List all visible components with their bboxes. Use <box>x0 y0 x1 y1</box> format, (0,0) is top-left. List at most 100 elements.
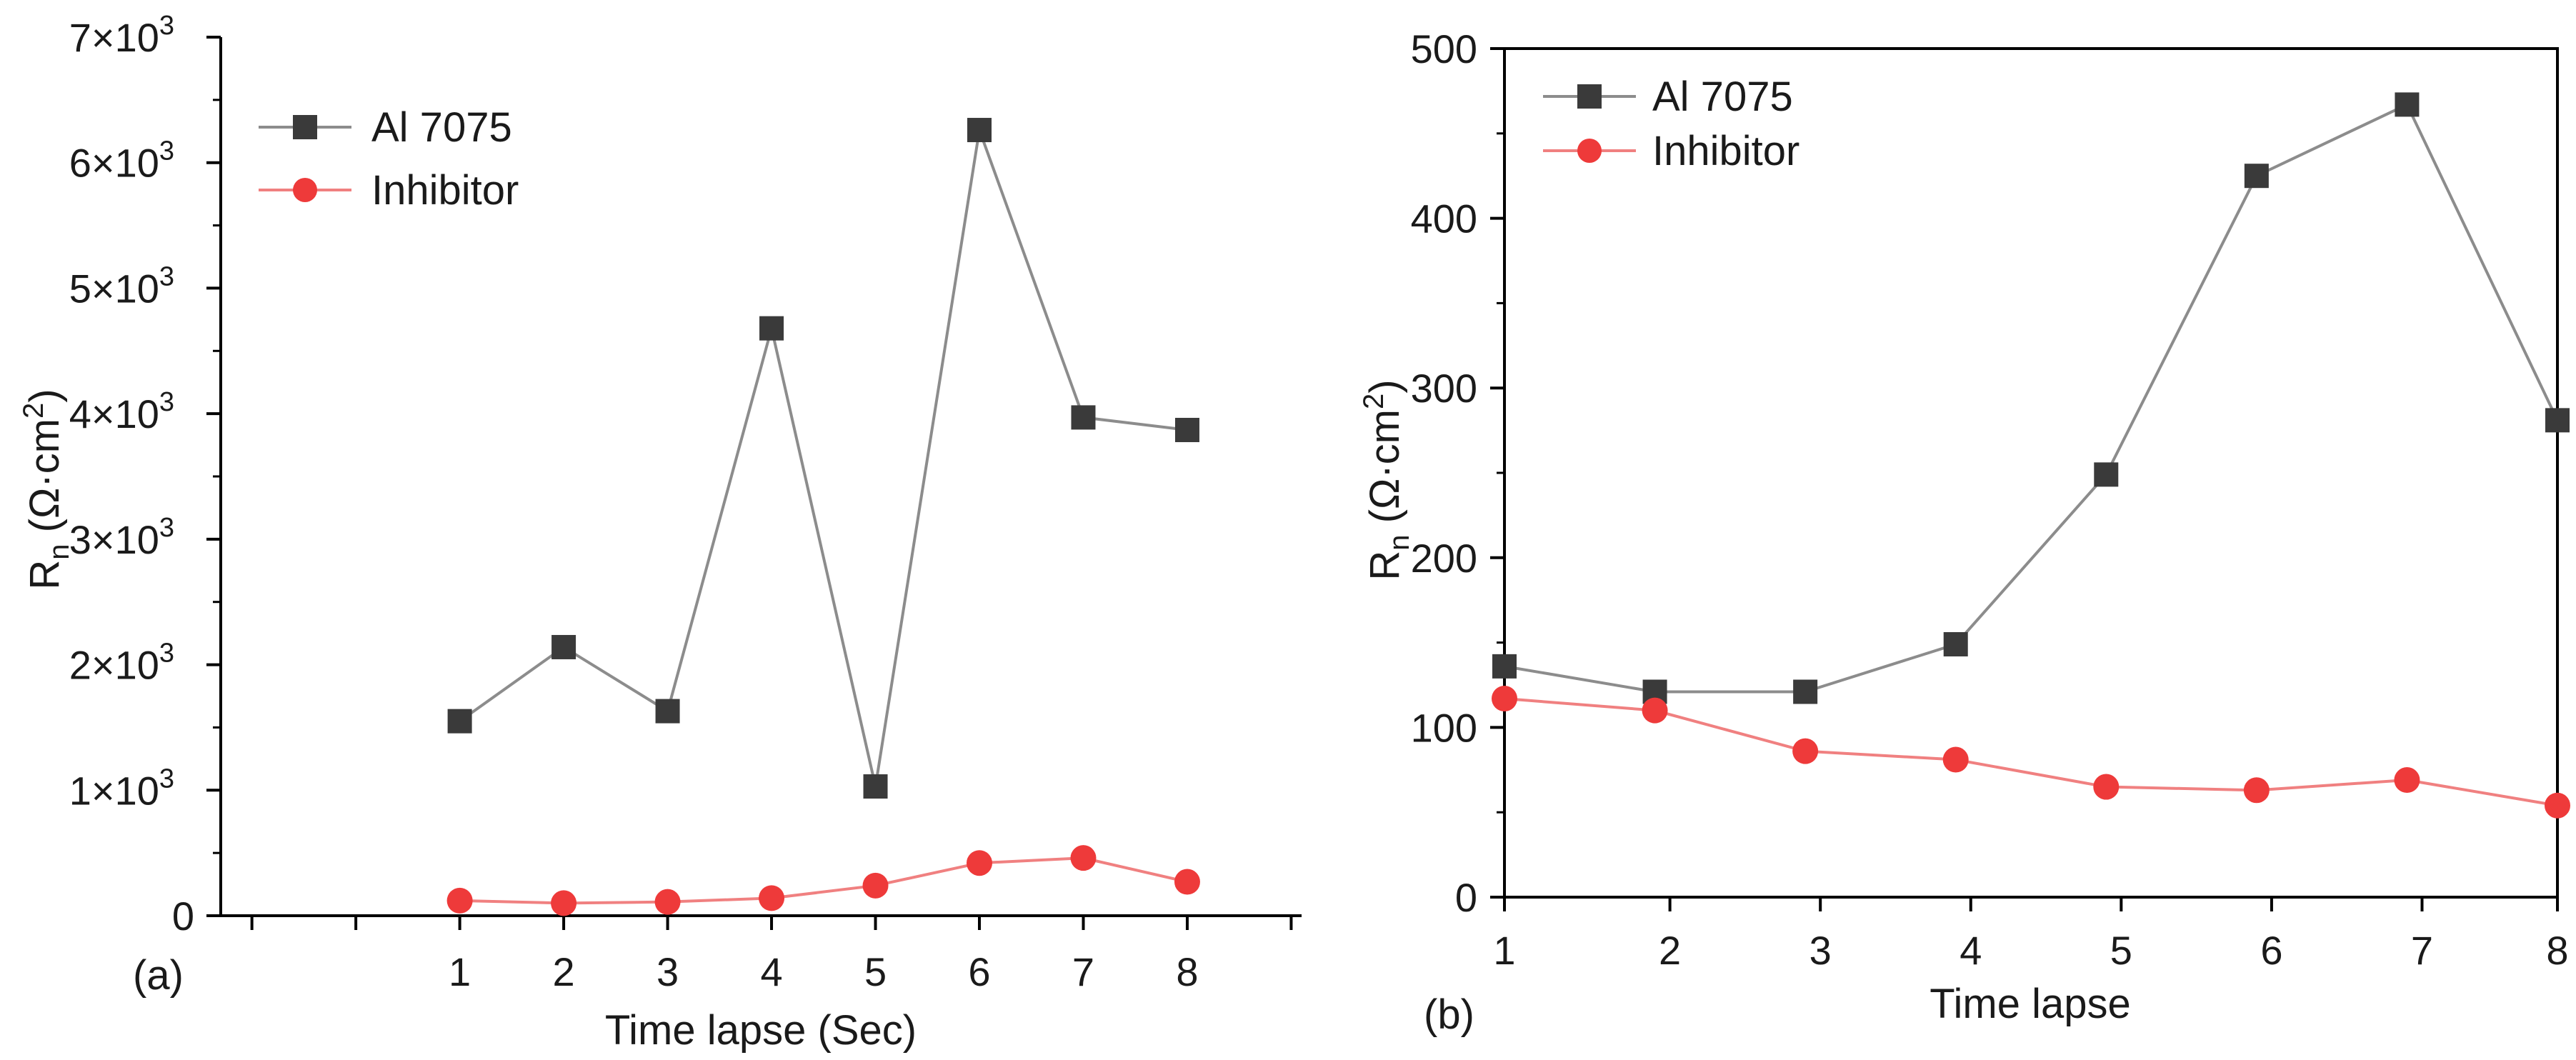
panel-a-label: (a) <box>133 952 184 999</box>
panel-a-al7075-point <box>447 709 472 734</box>
panel-b-inhibitor-point <box>1792 738 1819 764</box>
panel-b-y-ticks: 0 100 200 300 400 500 <box>1411 26 1504 920</box>
panel-a-inhibitor-point <box>1070 845 1097 871</box>
panel-b-y-axis-title-sub: n <box>1384 534 1415 550</box>
panel-a-y-axis-title-unit-close: ) <box>21 389 68 402</box>
panel-b-y-axis-title-unit-sup: 2 <box>1358 394 1389 409</box>
panel-a-series-inhibitor-line <box>459 856 1188 905</box>
panel-b-y-axis-title: Rn (Ω·cm2) <box>1358 379 1415 580</box>
panel-a-inhibitor-point <box>446 887 473 914</box>
panel-b-y-tick-label: 500 <box>1411 26 1477 71</box>
panel-a-al7075-point <box>655 699 680 724</box>
panel-b-legend: Al 7075 Inhibitor <box>1543 74 1799 174</box>
panel-a-legend: Al 7075 Inhibitor <box>259 104 519 214</box>
panel-a-legend-al7075-label: Al 7075 <box>371 104 512 151</box>
panel-b-label: (b) <box>1424 991 1474 1038</box>
panel-b-x-axis-title: Time lapse <box>1929 981 2131 1027</box>
panel-a-x-tick-label: 3 <box>657 949 679 994</box>
panel-a-inhibitor-point <box>654 889 681 915</box>
panel-a-al7075-point <box>1174 417 1199 442</box>
panel-b-x-tick-label: 2 <box>1659 928 1681 973</box>
panel-a-legend-al7075-marker <box>293 115 317 139</box>
panel-b-inhibitor-point <box>2545 792 2570 819</box>
panel-b-series-al7075-line <box>1504 102 2559 694</box>
panel-b-al7075-point <box>2094 462 2119 487</box>
panel-b-al7075-point <box>1793 679 1818 704</box>
panel-a-x-axis-title: Time lapse (Sec) <box>605 1007 917 1054</box>
panel-b-x-tick-label: 1 <box>1493 928 1515 973</box>
panel-b-inhibitor-point <box>2093 774 2120 800</box>
panel-a-y-axis-title: Rn (Ω·cm2) <box>18 389 75 589</box>
panel-b-x-tick-label: 4 <box>1960 928 1982 973</box>
panel-a-x-tick-label: 8 <box>1176 949 1198 994</box>
panel-a-al7075-point <box>1071 405 1096 430</box>
panel-b-al7075-point <box>1943 631 1968 656</box>
panel-a-x-tick-label: 4 <box>760 949 782 994</box>
panel-a-x-tick-label: 6 <box>968 949 990 994</box>
panel-a-y-tick-label: 5×103 <box>69 261 174 311</box>
panel-b-al7075-point <box>2545 408 2570 433</box>
panel-b-inhibitor-point <box>1642 697 1668 724</box>
panel-a-y-axis-title-sub: n <box>44 544 75 559</box>
panel-a-x-tick-label: 2 <box>553 949 575 994</box>
panel-b-inhibitor-point <box>2394 767 2420 794</box>
panel-b-al7075-point <box>1492 654 1517 679</box>
panel-b-legend-inhibitor-marker <box>1577 139 1602 163</box>
panel-a-y-tick-label: 2×103 <box>69 639 174 688</box>
panel-a-x-tick-label: 5 <box>864 949 887 994</box>
panel-b-y-axis-title-main: R <box>1362 551 1408 581</box>
panel-a-inhibitor-point <box>862 872 889 899</box>
panel-b-plot-area <box>1492 92 2570 819</box>
panel-a-inhibitor-point <box>551 890 577 916</box>
panel-a-y-axis-title-main: R <box>21 560 68 590</box>
panel-b-x-tick-label: 6 <box>2260 928 2282 973</box>
panel-a-y-tick-label: 4×103 <box>69 387 174 436</box>
panel-b-al7075-point <box>2395 92 2420 117</box>
panel-a-plot-area <box>446 118 1200 916</box>
panel-b-series-inhibitor-line <box>1504 697 2558 807</box>
panel-a-y-ticks: 0 1×103 2×103 3×103 4×103 5×103 6×103 7×103 <box>69 11 221 939</box>
panel-a-y-tick-label: 1×103 <box>69 764 174 813</box>
panel-b-x-tick-label: 3 <box>1809 928 1832 973</box>
panel-b-x-tick-label: 7 <box>2411 928 2433 973</box>
panel-a-series-al7075-line <box>459 129 1188 787</box>
panel-b-inhibitor-point <box>1942 746 1969 773</box>
panel-b-x-tick-label: 5 <box>2110 928 2132 973</box>
panel-b-legend-al7075-marker <box>1577 84 1602 109</box>
panel-a-al7075-point <box>863 774 888 799</box>
panel-b-al7075-point <box>2244 164 2269 189</box>
panel-a-al7075-point <box>759 316 784 341</box>
panel-b-inhibitor-point <box>2243 777 2270 804</box>
panel-a-y-axis-title-unit: (Ω·cm <box>21 419 68 532</box>
panel-b-y-tick-label: 400 <box>1411 196 1477 241</box>
panel-b-x-ticks: 1 2 3 4 5 6 7 8 <box>1493 897 2569 973</box>
panel-b-y-axis-title-unit: (Ω·cm <box>1362 409 1408 523</box>
panel-b-y-tick-label: 300 <box>1411 366 1477 411</box>
panel-a-al7075-point <box>551 634 576 659</box>
panel-b-y-tick-label: 200 <box>1411 536 1477 581</box>
panel-b-x-tick-label: 8 <box>2546 928 2568 973</box>
panel-a-y-tick-label: 6×103 <box>69 136 174 186</box>
panel-a-inhibitor-point <box>759 885 785 911</box>
panel-a-y-tick-label: 0 <box>172 894 194 939</box>
panel-b-y-tick-label: 0 <box>1455 875 1477 920</box>
panel-b-y-axis-title-unit-close: ) <box>1362 379 1408 393</box>
panel-a-legend-inhibitor-label: Inhibitor <box>371 167 519 214</box>
panel-a-y-tick-label: 3×103 <box>69 513 174 562</box>
panel-a-legend-inhibitor-marker <box>293 178 317 202</box>
panel-a-al7075-point <box>967 118 992 143</box>
panel-a-y-tick-label: 7×103 <box>69 11 174 60</box>
panel-b-legend-al7075-label: Al 7075 <box>1652 74 1793 120</box>
panel-a-x-tick-label: 1 <box>449 949 471 994</box>
panel-a-y-axis-title-unit-sup: 2 <box>18 403 49 419</box>
panel-a-inhibitor-point <box>967 850 993 876</box>
panel-b-chart: 0 100 200 300 400 500 1 2 3 4 5 6 7 8 Al 7075 Inhibi… <box>1358 26 2570 1038</box>
panel-b-inhibitor-point <box>1492 686 1517 712</box>
panel-b-legend-inhibitor-label: Inhibitor <box>1652 128 1799 174</box>
panel-b-y-tick-label: 100 <box>1411 705 1477 750</box>
panel-a-x-tick-label: 7 <box>1072 949 1094 994</box>
panel-a-x-ticks: 1 2 3 4 5 6 7 8 <box>250 916 1293 994</box>
panel-a-inhibitor-point <box>1174 869 1200 895</box>
panel-a-chart: 0 1×103 2×103 3×103 4×103 5×103 6×103 7×103 1 2 3… <box>18 11 1302 1054</box>
